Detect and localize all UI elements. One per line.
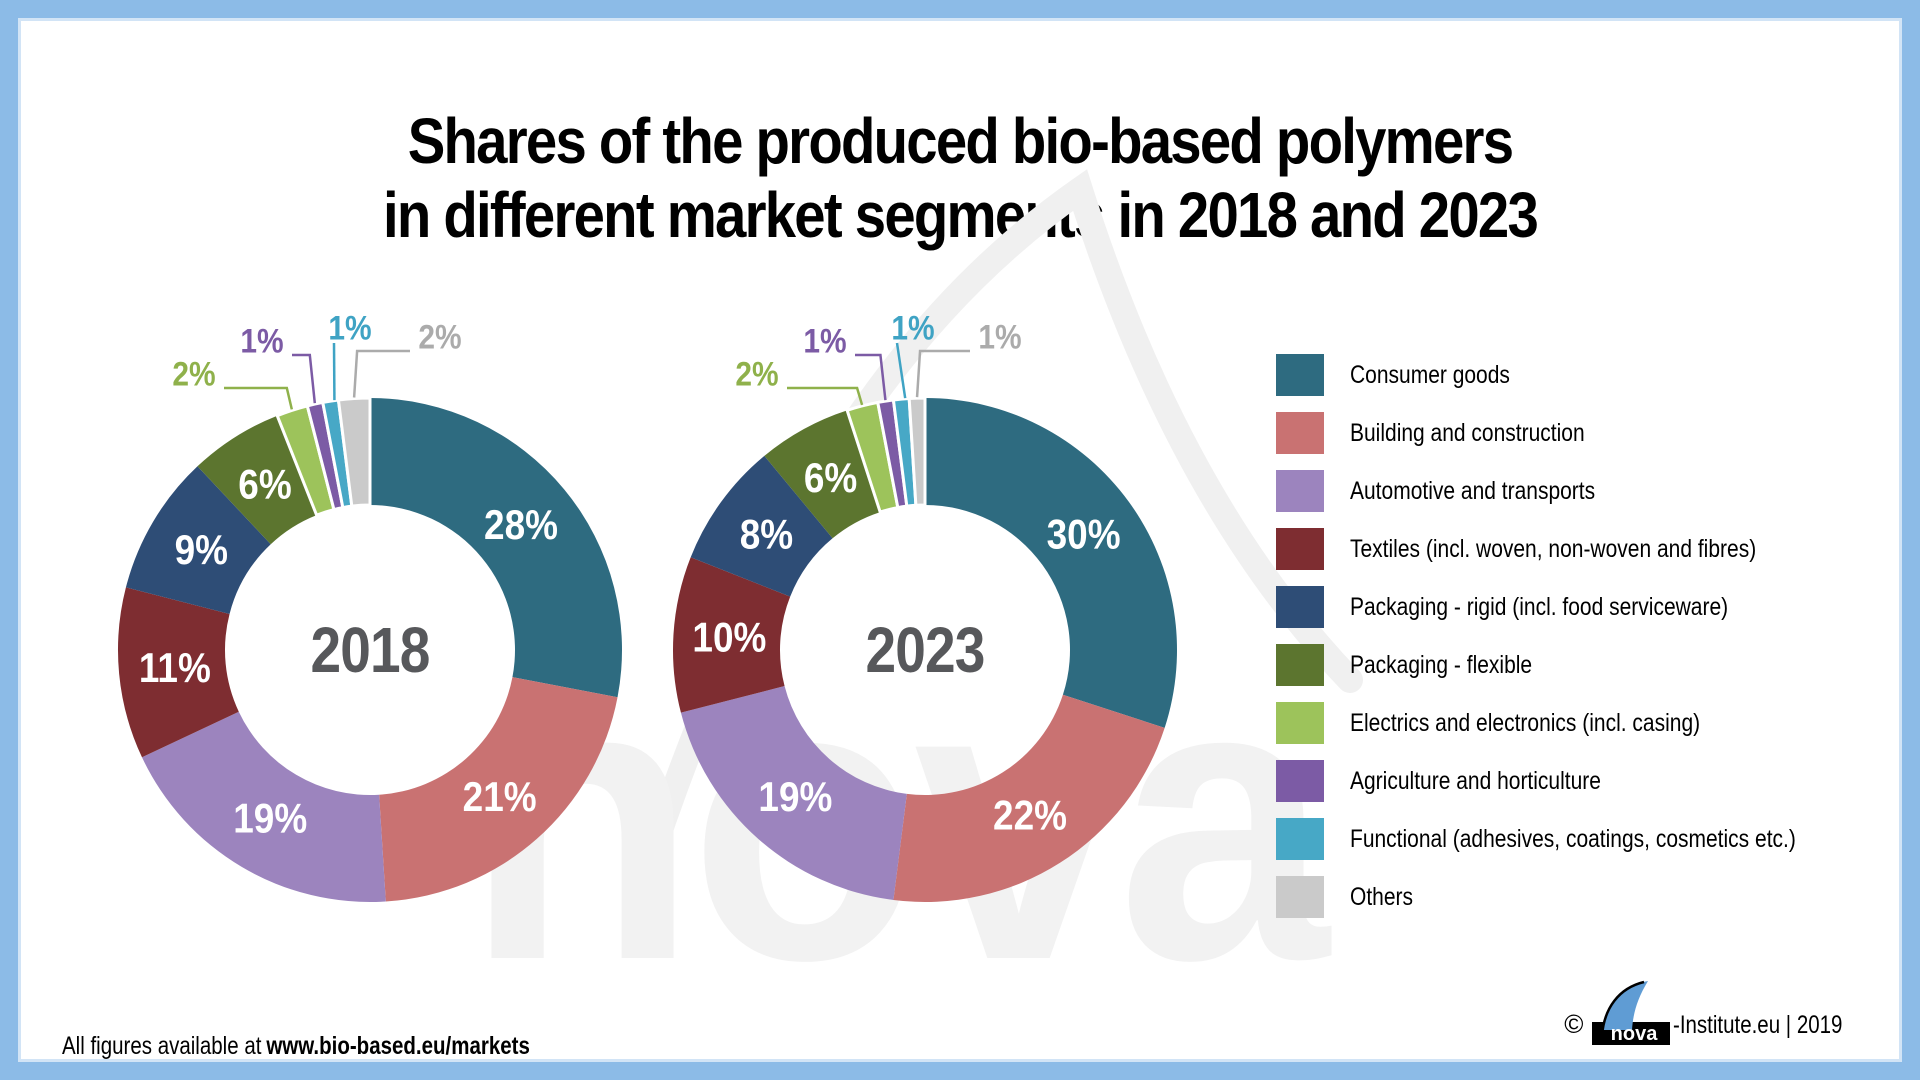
slice-callout-label: 2% [418, 318, 461, 356]
legend-swatch [1276, 760, 1324, 802]
slice-callout-label: 2% [735, 355, 778, 393]
donut-chart-2018: 2% 1% 1% 2% 28% 21% 19% 11% 9%6% 2018 [117, 309, 622, 902]
donut-slice [336, 396, 372, 508]
slice-callout-label: 1% [328, 309, 371, 347]
legend-swatch [1276, 412, 1324, 454]
callout-leader-line [292, 353, 317, 404]
legend-item: Building and construction [1276, 412, 1629, 454]
legend-item: Textiles (incl. woven, non-woven and fib… [1276, 528, 1834, 570]
legend-item: Automotive and transports [1276, 470, 1642, 512]
donut-slice [141, 711, 386, 902]
donut-center-year: 2018 [311, 614, 430, 686]
legend-swatch [1276, 528, 1324, 570]
slice-label: 21% [463, 774, 537, 821]
donut-slice [370, 398, 622, 698]
donut-slice [690, 455, 833, 597]
legend-item: Others [1276, 876, 1425, 918]
nova-logo-flame-icon [1602, 981, 1649, 1030]
legend-item: Packaging - flexible [1276, 644, 1567, 686]
donut-slice [925, 398, 1177, 728]
page-title: Shares of the produced bio-based polymer… [131, 104, 1789, 252]
legend-swatch [1276, 354, 1324, 396]
slice-label: 22% [993, 792, 1067, 839]
credit: © nova -Institute.eu | 2019 [1564, 980, 1880, 1046]
donut-charts-canvas: nova2%1%1%2%28%21%19%11%9%6%20182%1%1%1%… [117, 169, 1363, 1043]
legend-swatch [1276, 586, 1324, 628]
donut-chart-2023: 2% 1% 1% 1% 30% 22% 19% 10% 8%6% 2023 [673, 309, 1177, 902]
page-title-line1: Shares of the produced bio-based polymer… [407, 105, 1514, 177]
page-title-line2: in different market segments in 2018 and… [382, 179, 1539, 251]
donut-slice [907, 396, 927, 507]
legend-swatch [1276, 644, 1324, 686]
nova-logo-text: nova [1611, 1023, 1659, 1045]
slice-callout-label: 1% [803, 322, 846, 360]
callout-leader-line [895, 342, 907, 399]
slice-label: 30% [1047, 511, 1121, 558]
slice-label: 6% [804, 455, 857, 502]
footer-link: www.bio-based.eu/markets [266, 1032, 530, 1060]
slice-callout-label: 1% [240, 322, 283, 360]
slice-label: 19% [233, 795, 307, 842]
donut-slice [125, 466, 271, 614]
slice-callout-label: 1% [891, 309, 934, 347]
slice-label: 8% [740, 511, 793, 558]
legend-label: Consumer goods [1350, 360, 1510, 389]
nova-institute-logo: nova [1592, 980, 1671, 1045]
slice-label: 28% [484, 502, 558, 549]
legend-label: Electrics and electronics (incl. casing) [1350, 708, 1701, 737]
nova-logo-flame-outline [1601, 980, 1645, 1037]
legend-item: Agriculture and horticulture [1276, 760, 1649, 802]
legend-swatch [1276, 876, 1324, 918]
slice-label: 6% [238, 461, 291, 508]
slice-label: 10% [692, 614, 766, 661]
legend-item: Consumer goods [1276, 354, 1540, 396]
callout-leader-line [787, 386, 864, 406]
slice-callout-label: 2% [172, 355, 215, 393]
donut-slice [673, 557, 791, 713]
legend-label: Functional (adhesives, coatings, cosmeti… [1350, 824, 1796, 853]
donut-slice [379, 677, 618, 902]
legend-label: Automotive and transports [1350, 476, 1596, 505]
legend-swatch [1276, 470, 1324, 512]
callout-leader-line [352, 349, 410, 398]
legend-label: Packaging - rigid (incl. food servicewar… [1350, 592, 1729, 621]
legend-item: Packaging - rigid (incl. food servicewar… [1276, 586, 1800, 628]
copyright-symbol: © [1564, 1009, 1584, 1039]
slice-label: 11% [139, 645, 211, 692]
callout-leader-line [855, 353, 887, 401]
legend-swatch [1276, 702, 1324, 744]
legend-swatch [1276, 818, 1324, 860]
legend-label: Agriculture and horticulture [1350, 766, 1601, 795]
donut-slice [117, 587, 239, 758]
donut-slice [197, 415, 317, 545]
credit-text: -Institute.eu | 2019 [1673, 1011, 1843, 1039]
footer-text: All figures available at [62, 1032, 262, 1060]
slice-callout-label: 1% [978, 318, 1021, 356]
donut-slice [764, 410, 881, 539]
legend-item: Functional (adhesives, coatings, cosmeti… [1276, 818, 1881, 860]
footer-note: All figures available at www.bio-based.eu… [62, 1032, 633, 1061]
slice-label: 19% [758, 774, 832, 821]
legend-item: Electrics and electronics (incl. casing) [1276, 702, 1767, 744]
donut-slice [893, 694, 1165, 902]
slice-label: 9% [175, 527, 228, 574]
donut-center-year: 2023 [866, 614, 985, 686]
legend-label: Packaging - flexible [1350, 650, 1533, 679]
legend-label: Textiles (incl. woven, non-woven and fib… [1350, 534, 1757, 563]
callout-leader-line [224, 386, 294, 410]
callout-leader-line [915, 349, 970, 398]
donut-slice [680, 686, 907, 901]
legend-label: Building and construction [1350, 418, 1585, 447]
legend-label: Others [1350, 882, 1414, 911]
